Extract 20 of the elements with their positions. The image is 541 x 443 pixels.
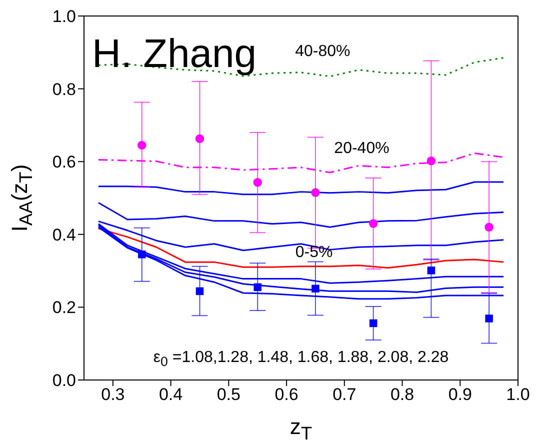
- x-tick-label: 0.8: [390, 385, 414, 404]
- x-tick-label: 1.0: [506, 385, 530, 404]
- x-tick-label: 0.4: [158, 385, 183, 404]
- y-tick-label: 0.6: [52, 152, 76, 172]
- x-tick-label: 0.5: [216, 385, 240, 404]
- x-tick-label: 0.9: [448, 385, 472, 404]
- x-tick-label: 0.7: [332, 385, 356, 404]
- annotation: 20-40%: [334, 140, 390, 157]
- y-tick-label: 1.0: [52, 7, 76, 26]
- annotation: ε$_{0}$ =1.08,1.28, 1.48, 1.68, 1.88, 2.08, 2.28: [153, 349, 449, 370]
- y-tick-label: 0.2: [52, 298, 76, 318]
- x-axis-title: z$_{T}$: [290, 414, 312, 443]
- y-tick-label: 0.4: [52, 225, 76, 244]
- annotation: H. Zhang: [92, 32, 257, 76]
- x-tick-label: 0.6: [274, 385, 298, 404]
- y-tick-label: 0.0: [52, 371, 76, 390]
- annotation: 40-80%: [295, 43, 350, 60]
- x-tick-label: 0.3: [101, 385, 125, 404]
- y-tick-label: 0.8: [52, 80, 76, 99]
- annotation: 0-5%: [295, 244, 333, 261]
